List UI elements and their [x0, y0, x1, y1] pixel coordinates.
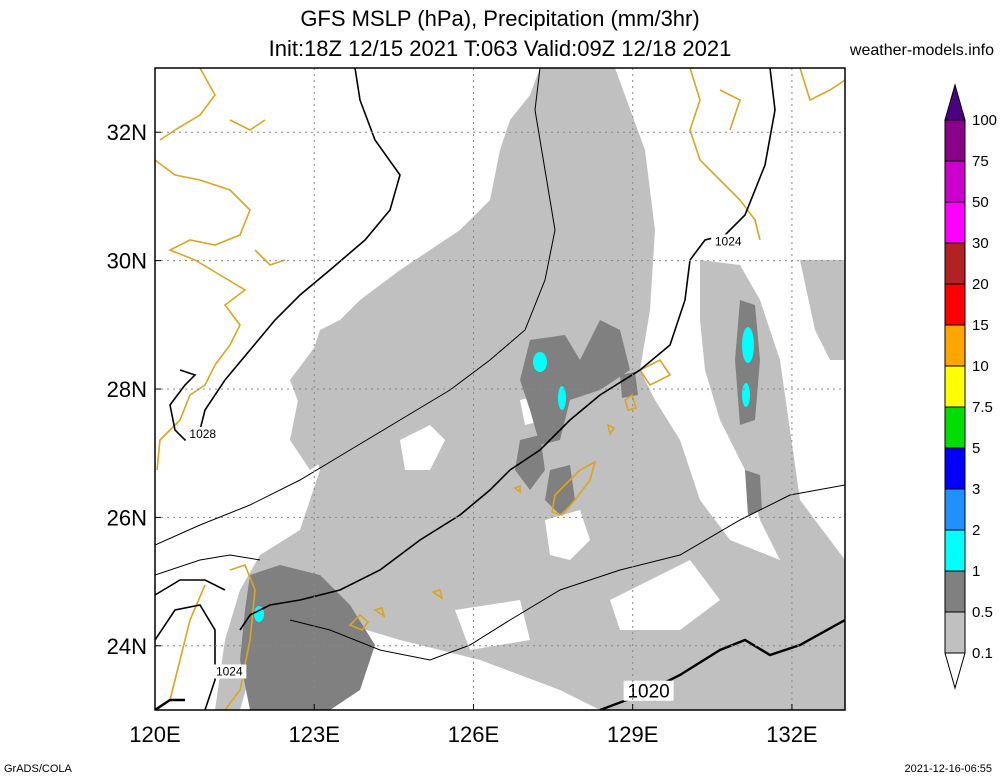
colorbar-swatch [944, 324, 966, 367]
gap-5 [455, 600, 530, 650]
isobar-label: 1024 [715, 234, 742, 248]
precip-southeast [745, 600, 845, 710]
mid-small-cell [620, 372, 638, 398]
lat-tick-label: 30N [107, 249, 147, 274]
colorbar: 0.1 0.5 1 2 3 5 7.5 10 15 20 30 50 75 100 [944, 83, 997, 690]
gap-3 [610, 560, 720, 630]
colorbar-level-label: 2 [972, 522, 980, 539]
coastline-small-islands [348, 484, 521, 631]
colorbar-swatch [944, 119, 966, 162]
mid-central-cell [520, 320, 630, 445]
axis-ticks: 120E 123E 126E 129E 132E 24N 26N 28N 30N 32N [107, 120, 818, 747]
heavy-cell-1 [533, 352, 547, 372]
isobar-label-bg [711, 234, 746, 249]
coastline-amami [606, 358, 672, 437]
colorbar-swatch [944, 447, 966, 490]
colorbar-swatch [944, 406, 966, 449]
colorbar-level-label: 50 [972, 194, 989, 211]
precip-band-far-east [800, 260, 845, 360]
software-credit: GrADS/COLA [4, 763, 72, 775]
colorbar-swatch [944, 611, 966, 654]
coastline-shanghai-islands [229, 119, 286, 266]
isobar-label-bg [212, 664, 247, 679]
colorbar-level-label: 100 [972, 112, 997, 129]
colorbar-level-label: 20 [972, 276, 989, 293]
lon-tick-label: 120E [129, 722, 180, 747]
isobar-1020-west [155, 698, 185, 710]
isobar-label: 1020 [627, 682, 669, 703]
generated-timestamp: 2021-12-16-06:55 [904, 763, 992, 775]
isobar-1024-main [239, 68, 776, 631]
colorbar-swatch [944, 365, 966, 408]
colorbar-level-label: 0.5 [972, 604, 993, 621]
colorbar-level-label: 10 [972, 358, 989, 375]
isobar-label: 1028 [189, 427, 216, 441]
colorbar-level-label: 1 [972, 563, 980, 580]
site-credit: weather-models.info [849, 42, 994, 59]
colorbar-swatch [944, 570, 966, 613]
gap-2 [545, 510, 590, 560]
colorbar-over-triangle [944, 83, 966, 121]
colorbar-level-label: 5 [972, 440, 980, 457]
lat-tick-label: 32N [107, 120, 147, 145]
colorbar-swatch [944, 242, 966, 285]
isobar-label-bg [623, 680, 674, 701]
lon-tick-label: 129E [607, 722, 658, 747]
isobar-labels: 1028 1024 1024 1020 [185, 234, 746, 703]
lon-tick-label: 132E [766, 722, 817, 747]
isobar-inner-ridge [155, 68, 556, 546]
mid-south-cell [240, 565, 375, 710]
heavy-cell-3 [742, 327, 754, 363]
colorbar-level-label: 7.5 [972, 399, 993, 416]
lat-tick-label: 26N [107, 505, 147, 530]
colorbar-swatch [944, 201, 966, 244]
heavy-cell-2 [558, 386, 566, 410]
mid-ridge-cell [515, 435, 545, 490]
colorbar-level-label: 15 [972, 317, 989, 334]
coastline-kyushu [689, 68, 845, 241]
lon-tick-label: 123E [289, 722, 340, 747]
isobar-label-bg [185, 426, 220, 441]
precip-band-west [290, 290, 440, 470]
graticule [155, 68, 845, 710]
isobar-1028-north [169, 68, 401, 442]
lon-tick-label: 126E [448, 722, 499, 747]
coastlines [155, 68, 845, 710]
chart-subtitle: Init:18Z 12/15 2021 T:063 Valid:09Z 12/1… [268, 36, 732, 61]
isobar-1024-west [155, 579, 226, 710]
colorbar-swatch [944, 283, 966, 326]
colorbar-level-label: 75 [972, 153, 989, 170]
gap-1 [400, 425, 445, 470]
colorbar-level-label: 3 [972, 481, 980, 498]
coastline-china-east [155, 68, 251, 471]
colorbar-level-label: 0.1 [972, 645, 993, 662]
chart-title: GFS MSLP (hPa), Precipitation (mm/3hr) [300, 6, 700, 31]
isobars [155, 68, 845, 710]
coastline-taiwan [169, 564, 256, 710]
colorbar-swatch [944, 160, 966, 203]
coastline-okinawa [551, 460, 597, 516]
colorbar-level-label: 30 [972, 235, 989, 252]
mid-east-cell-south [745, 470, 762, 515]
colorbar-under-triangle [944, 652, 966, 690]
colorbar-swatch [944, 488, 966, 531]
colorbar-swatch [944, 529, 966, 572]
lat-tick-label: 24N [107, 634, 147, 659]
isobar-thin-south [155, 484, 845, 661]
precip-heavy-layer [254, 327, 754, 622]
precip-mid-layer [240, 300, 762, 710]
isobar-label: 1024 [216, 664, 243, 678]
heavy-cell-4 [742, 383, 750, 407]
lat-tick-label: 28N [107, 377, 147, 402]
map-layers: 1028 1024 1024 1020 [155, 68, 845, 710]
